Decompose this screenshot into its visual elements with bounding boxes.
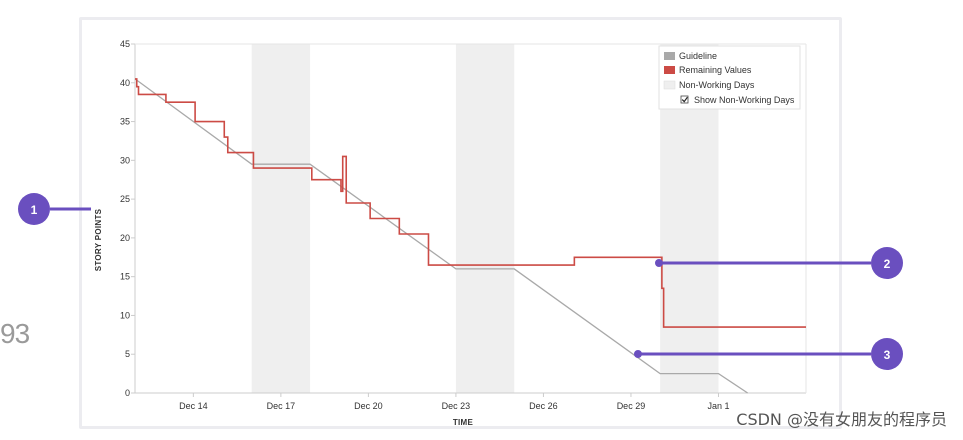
checkmark-icon — [681, 96, 688, 103]
callout-3: 3 — [634, 338, 903, 370]
y-tick-label-5: 5 — [125, 349, 130, 359]
legend-remaining-label: Remaining Values — [679, 65, 752, 75]
legend-guideline-swatch — [664, 52, 675, 60]
callout-3-badge — [871, 338, 903, 370]
legend-checkbox-label[interactable]: Show Non-Working Days — [694, 95, 795, 105]
y-tick-label-40: 40 — [120, 78, 130, 88]
checkbox-box[interactable] — [680, 95, 689, 104]
stray-page-number: 93 — [0, 318, 30, 349]
non-working-days-layer — [251, 44, 719, 393]
callout-2: 2 — [655, 247, 903, 279]
show-nonworking-checkbox[interactable] — [680, 95, 689, 104]
csdn-watermark: CSDN @没有女朋友的程序员 — [736, 410, 947, 429]
y-axis-title: STORY POINTS — [94, 208, 103, 271]
callout-1-badge — [18, 193, 50, 225]
callout-1: 1 — [18, 193, 91, 225]
y-tick-label-10: 10 — [120, 310, 130, 320]
y-tick-label-35: 35 — [120, 117, 130, 127]
y-tick-label-20: 20 — [120, 233, 130, 243]
x-tick-label-2: Dec 17 — [267, 401, 296, 411]
non-working-band-2 — [455, 44, 515, 393]
x-tick-label-4: Dec 23 — [442, 401, 471, 411]
x-axis-title: TIME — [453, 418, 474, 427]
non-working-band-1 — [251, 44, 311, 393]
y-tick-label-45: 45 — [120, 39, 130, 49]
callout-1-number: 1 — [31, 203, 38, 217]
chart-legend: Guideline Remaining Values Non-Working D… — [658, 45, 801, 110]
y-tick-label-0: 0 — [125, 388, 130, 398]
callout-2-badge — [871, 247, 903, 279]
legend-guideline-label: Guideline — [679, 51, 717, 61]
x-tick-label-7: Jan 1 — [707, 401, 729, 411]
legend-nonworking-swatch — [663, 80, 676, 90]
remaining-values-series — [135, 78, 806, 328]
x-tick-label-1: Dec 14 — [179, 401, 208, 411]
series-layer — [134, 78, 806, 394]
y-tick-label-25: 25 — [120, 194, 130, 204]
y-tick-label-15: 15 — [120, 272, 130, 282]
x-tick-label-6: Dec 29 — [617, 401, 646, 411]
callout-2-number: 2 — [884, 257, 891, 271]
guideline-series — [134, 78, 749, 394]
axes-layer: 0 5 10 15 20 25 30 35 40 45 Dec 14 Dec 17 Dec 20 Dec … — [120, 39, 807, 411]
callout-3-number: 3 — [884, 348, 891, 362]
legend-nonworking-label: Non-Working Days — [679, 80, 755, 90]
legend-remaining-swatch — [664, 66, 675, 74]
x-tick-label-5: Dec 26 — [529, 401, 558, 411]
y-tick-label-30: 30 — [120, 155, 130, 165]
x-tick-label-3: Dec 20 — [354, 401, 383, 411]
